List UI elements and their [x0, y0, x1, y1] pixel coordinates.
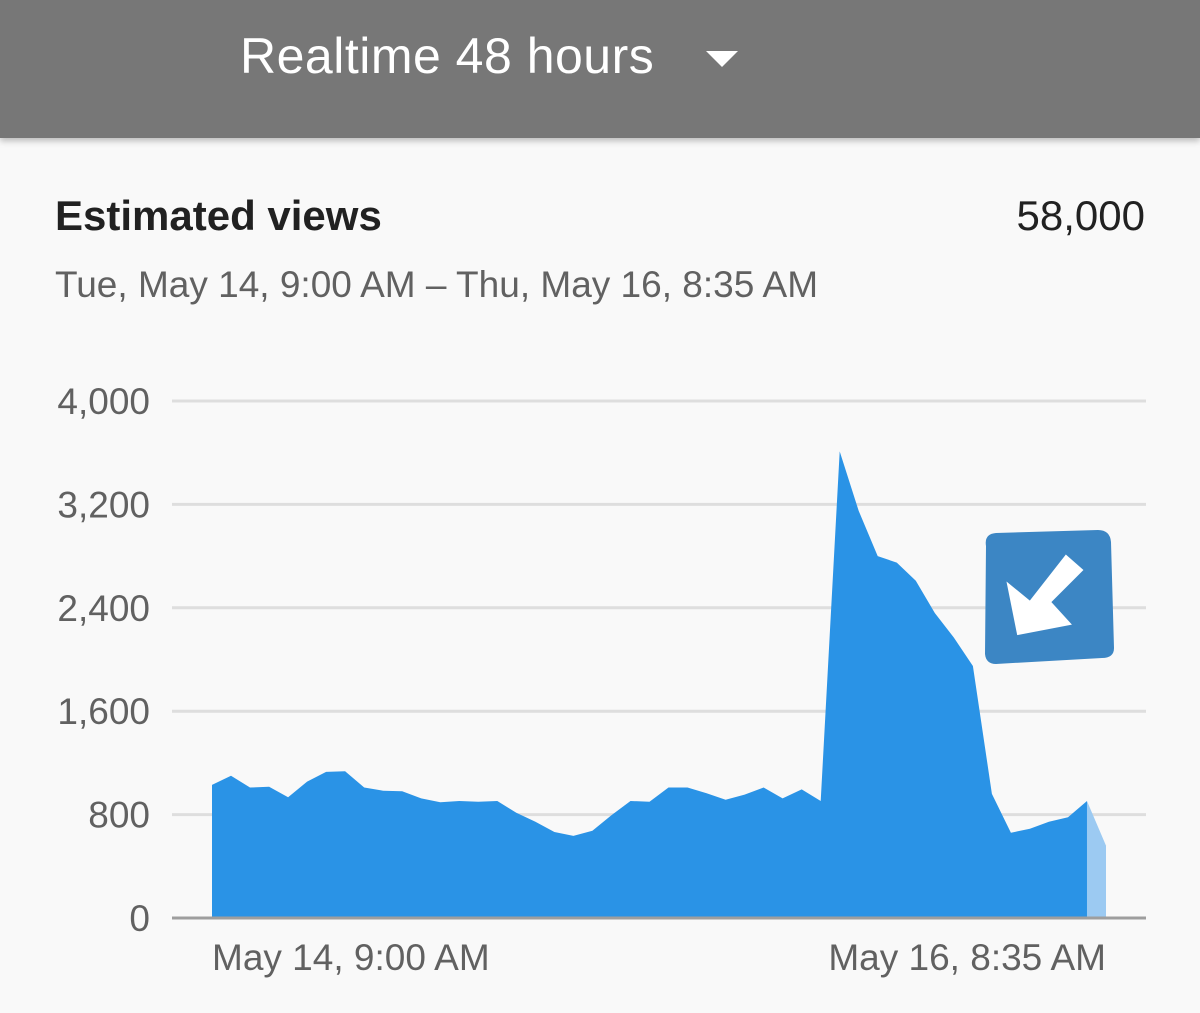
- x-tick-label-start: May 14, 9:00 AM: [212, 937, 490, 978]
- metric-total: 58,000: [1016, 192, 1145, 239]
- y-tick-label: 0: [129, 898, 150, 939]
- metric-date-range: Tue, May 14, 9:00 AM – Thu, May 16, 8:35…: [55, 264, 819, 305]
- y-tick-label: 2,400: [57, 588, 150, 629]
- y-tick-label: 4,000: [57, 381, 150, 422]
- y-tick-label: 800: [88, 795, 150, 836]
- y-tick-label: 1,600: [57, 691, 150, 732]
- y-tick-label: 3,200: [57, 484, 150, 525]
- arrow-down-left-icon: [985, 530, 1114, 664]
- area-partial-interval: [1086, 801, 1106, 918]
- x-tick-label-end: May 16, 8:35 AM: [828, 937, 1106, 978]
- metric-title: Estimated views: [55, 192, 382, 239]
- caret-down-icon: [706, 51, 739, 67]
- time-range-dropdown[interactable]: Realtime 48 hours: [240, 24, 739, 88]
- area-series: [212, 451, 1087, 918]
- time-range-label: Realtime 48 hours: [240, 28, 655, 84]
- top-app-bar: Realtime 48 hours: [0, 0, 1200, 138]
